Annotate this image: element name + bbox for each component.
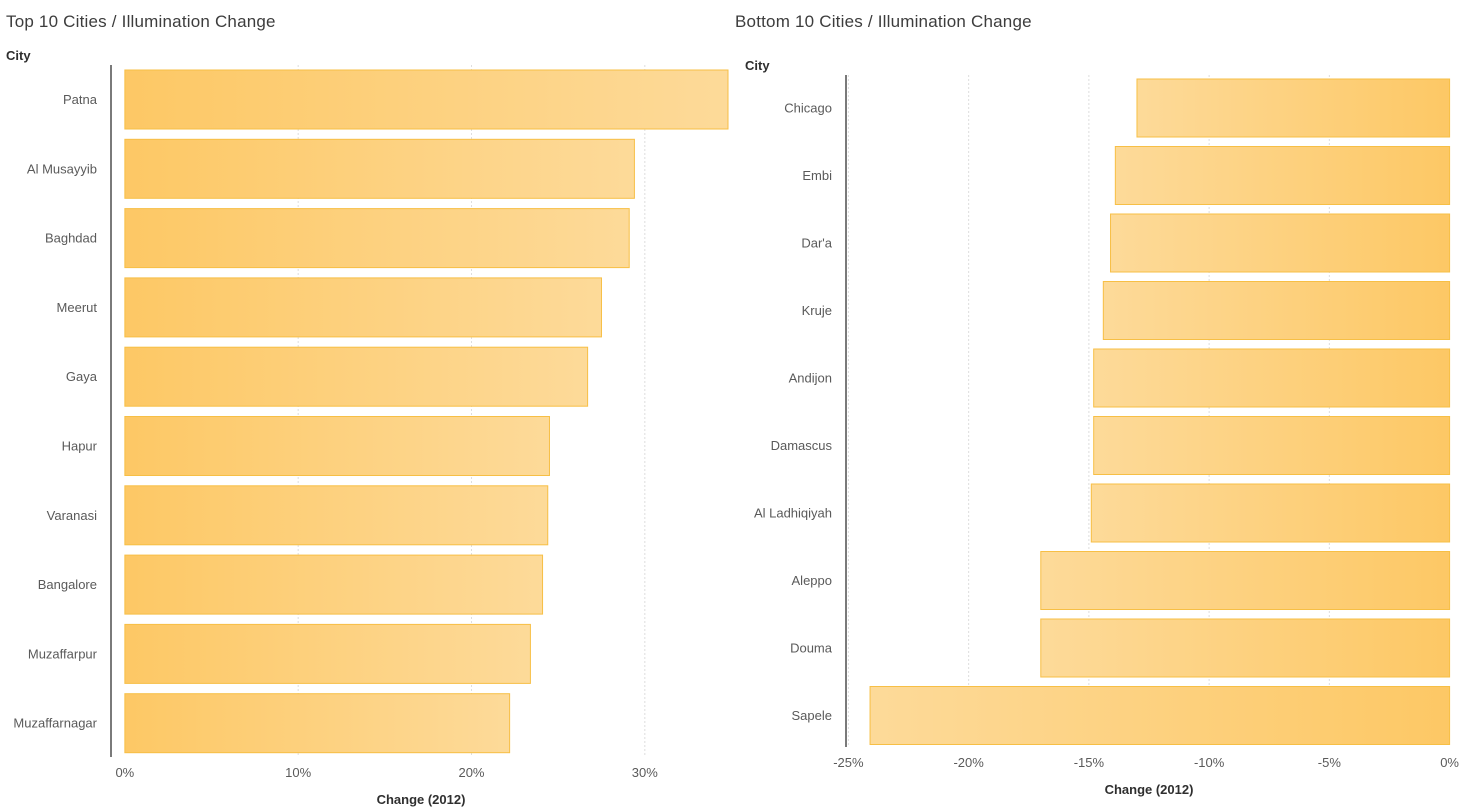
top-category-label: Bangalore (38, 577, 97, 592)
top-category-label: Baghdad (45, 231, 97, 246)
top-category-label: Muzaffarnagar (13, 716, 97, 731)
top-category-label: Hapur (62, 439, 98, 454)
bottom-category-label: Douma (790, 641, 833, 656)
bottom-chart-y-axis-title: City (745, 58, 770, 73)
top-category-label: Meerut (57, 300, 98, 315)
top-category-label: Muzaffarpur (28, 646, 98, 661)
bottom-bar (1040, 618, 1451, 678)
bottom-tick-label: -20% (953, 755, 984, 770)
top-bar (124, 277, 602, 338)
bottom-x-axis-title: Change (2012) (1105, 782, 1194, 797)
bottom-bar (1040, 551, 1451, 610)
bottom-bar (1093, 348, 1451, 408)
bottom-bar (1114, 146, 1451, 205)
top-tick-label: 20% (458, 765, 484, 780)
bottom-tick-label: -25% (833, 755, 864, 770)
top-chart-title: Top 10 Cities / Illumination Change (6, 12, 276, 31)
top-category-label: Varanasi (47, 508, 97, 523)
top-bar (124, 69, 729, 130)
bottom-category-label: Andijon (789, 371, 832, 386)
bottom-bar (1102, 281, 1451, 340)
bottom-category-label: Embi (802, 168, 832, 183)
bottom-bar (1136, 78, 1451, 138)
bottom-bar (1090, 483, 1451, 543)
top-category-label: Gaya (66, 369, 98, 384)
bottom-bar (1110, 213, 1451, 273)
top-bar (124, 693, 511, 754)
top-tick-label: 30% (632, 765, 658, 780)
bottom-tick-label: 0% (1440, 755, 1459, 770)
bottom-category-label: Dar'a (801, 236, 832, 251)
top-tick-label: 0% (115, 765, 134, 780)
bottom-category-label: Al Ladhiqiyah (754, 506, 832, 521)
bottom-category-label: Damascus (771, 438, 833, 453)
top-bar (124, 416, 550, 476)
bottom-category-label: Sapele (792, 708, 832, 723)
bottom-tick-label: -5% (1318, 755, 1342, 770)
bottom-category-label: Aleppo (792, 573, 832, 588)
bottom-bar (1093, 416, 1451, 475)
top-bar (124, 554, 544, 615)
top-category-label: Patna (63, 92, 98, 107)
bottom-chart-title: Bottom 10 Cities / Illumination Change (735, 12, 1032, 31)
top-x-axis-title: Change (2012) (377, 792, 466, 807)
top-tick-label: 10% (285, 765, 311, 780)
bottom-category-label: Chicago (784, 101, 832, 116)
bottom-tick-label: -15% (1074, 755, 1105, 770)
bottom-tick-label: -10% (1194, 755, 1225, 770)
bottom-bar (869, 686, 1451, 745)
bottom-category-label: Kruje (802, 303, 832, 318)
top-bar (124, 346, 589, 407)
top-bar (124, 138, 635, 199)
top-category-label: Al Musayyib (27, 161, 97, 176)
top-chart-y-axis-title: City (6, 48, 31, 63)
top-bar (124, 485, 549, 546)
top-bar (124, 208, 630, 269)
top-bar (124, 623, 531, 684)
